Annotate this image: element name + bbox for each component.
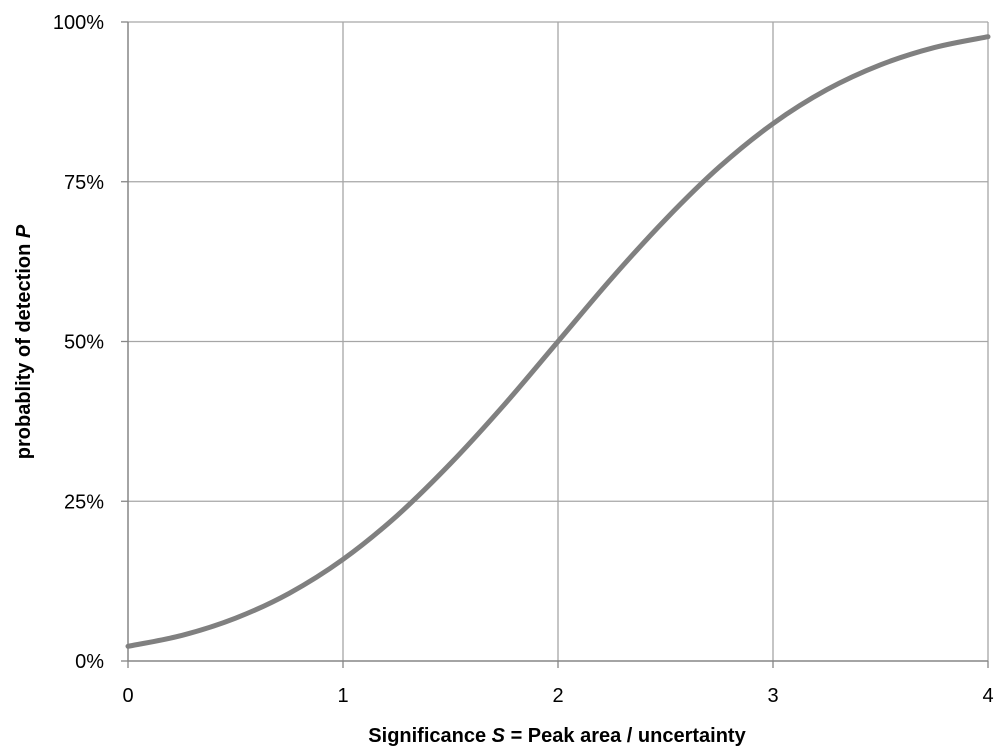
y-tick-label: 0%	[75, 651, 104, 673]
x-tick-label: 4	[982, 685, 993, 707]
x-tick-label: 2	[552, 685, 563, 707]
x-tick-label: 3	[767, 685, 778, 707]
y-tick-label: 25%	[64, 491, 104, 513]
x-tick-label: 0	[122, 685, 133, 707]
y-tick-label: 50%	[64, 332, 104, 354]
y-tick-labels: 0% 25% 50% 75% 100%	[53, 12, 104, 673]
y-axis-title: probablity of detection P	[13, 224, 35, 459]
y-tick-label: 100%	[53, 12, 104, 34]
x-tick-label: 1	[337, 685, 348, 707]
series-line	[125, 34, 991, 649]
x-axis-title: Significance S = Peak area / uncertainty	[368, 725, 746, 747]
axes	[121, 21, 989, 668]
series-layer	[125, 34, 991, 649]
x-tick-labels: 0 1 2 3 4	[122, 685, 993, 707]
y-tick-label: 75%	[64, 172, 104, 194]
